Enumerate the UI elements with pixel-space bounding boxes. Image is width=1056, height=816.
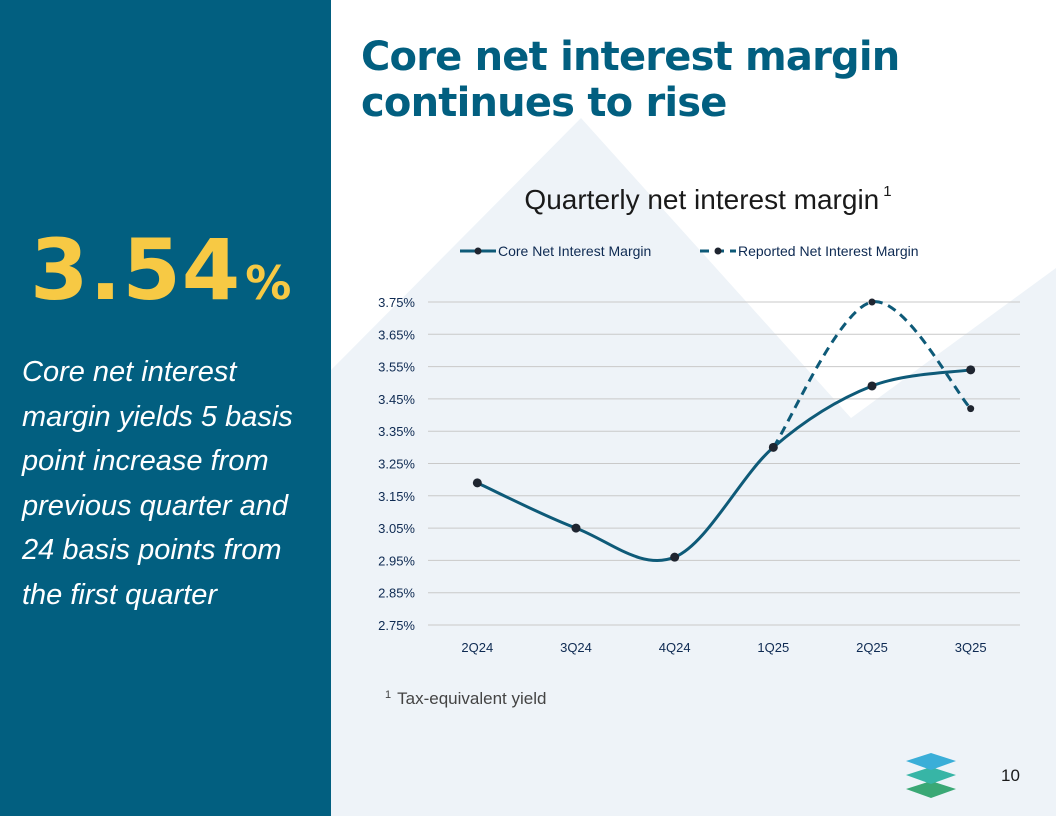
y-tick-label: 3.45%	[378, 392, 415, 407]
footnote: 1 Tax-equivalent yield	[385, 689, 546, 709]
background-chevron-shapes	[331, 118, 1056, 816]
data-point-reported	[868, 298, 876, 306]
logo-layer-middle	[906, 767, 956, 784]
highlight-value: 3.54	[30, 221, 242, 319]
highlight-unit: %	[245, 256, 293, 310]
data-point-core	[571, 523, 581, 533]
data-point-core	[670, 552, 680, 562]
y-tick-label: 3.75%	[378, 295, 415, 310]
data-point-core	[472, 478, 482, 488]
series-line-core	[476, 368, 971, 563]
x-tick-label: 2Q24	[461, 640, 493, 655]
chart-legend: Core Net Interest Margin Reported Net Int…	[460, 243, 919, 259]
y-tick-label: 3.15%	[378, 489, 415, 504]
footnote-text: Tax-equivalent yield	[397, 689, 547, 708]
chart-title-superscript: 1	[883, 183, 892, 200]
series-line-reported	[772, 300, 972, 449]
logo-layer-top	[906, 753, 956, 770]
legend-label: Core Net Interest Margin	[498, 243, 651, 259]
chart-gridlines	[428, 301, 1020, 626]
y-tick-label: 3.65%	[378, 327, 415, 342]
sidebar-panel: 3.54% Core net interest margin yields 5 …	[0, 0, 331, 816]
data-point-core	[867, 381, 877, 391]
x-tick-label: 2Q25	[856, 640, 888, 655]
chart-series-points	[472, 298, 976, 562]
y-tick-label: 2.85%	[378, 586, 415, 601]
y-tick-label: 3.55%	[378, 360, 415, 375]
company-logo	[906, 753, 956, 798]
page-number: 10	[1001, 766, 1020, 785]
y-tick-label: 3.35%	[378, 424, 415, 439]
x-tick-label: 3Q24	[560, 640, 592, 655]
y-axis-labels: 3.75% 3.65% 3.55% 3.45% 3.35% 3.25% 3.15% 3.05%…	[378, 295, 415, 633]
slide-title: Core net interest margin continues to ri…	[361, 34, 900, 126]
y-tick-label: 3.05%	[378, 521, 415, 536]
footnote-marker: 1	[385, 689, 392, 701]
x-axis-labels: 2Q24 3Q24 4Q24 1Q25 2Q25 3Q25	[461, 640, 986, 655]
chart-series-lines	[476, 300, 972, 563]
highlight-metric: 3.54%	[30, 228, 292, 312]
y-tick-label: 2.75%	[378, 618, 415, 633]
x-tick-label: 1Q25	[757, 640, 789, 655]
x-tick-label: 4Q24	[659, 640, 691, 655]
legend-marker	[474, 247, 482, 255]
logo-layer-bottom	[906, 781, 956, 798]
x-tick-label: 3Q25	[955, 640, 987, 655]
y-tick-label: 2.95%	[378, 553, 415, 568]
background-chevron	[331, 118, 1056, 816]
chart-title-text: Quarterly net interest margin	[524, 184, 880, 215]
data-point-reported	[967, 405, 975, 413]
y-tick-label: 3.25%	[378, 457, 415, 472]
data-point-core	[768, 442, 778, 452]
legend-marker	[714, 247, 722, 255]
chart-title: Quarterly net interest margin 1	[360, 174, 1056, 218]
data-point-core	[966, 365, 976, 375]
legend-label: Reported Net Interest Margin	[738, 243, 919, 259]
highlight-caption: Core net interest margin yields 5 basis …	[22, 356, 293, 611]
